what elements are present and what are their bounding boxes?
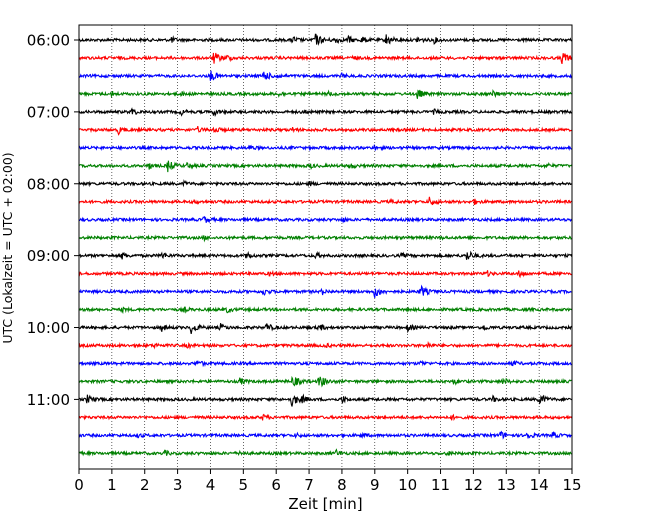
x-tick-label: 14 (530, 476, 549, 494)
seismic-trace (78, 359, 572, 368)
y-axis-label: UTC (Lokalzeit = UTC + 02:00) (0, 152, 15, 343)
y-tick-label: 10:00 (27, 319, 70, 337)
x-tick-label: 3 (173, 476, 183, 494)
plot-frame (78, 24, 573, 470)
seismic-trace (78, 70, 573, 81)
seismic-trace (78, 306, 573, 315)
x-tick-label: 5 (239, 476, 249, 494)
seismic-trace (78, 413, 573, 422)
seismic-trace (78, 284, 572, 299)
y-tick-label: 08:00 (27, 175, 70, 193)
seismic-trace (78, 33, 572, 46)
y-tick-label: 06:00 (27, 32, 70, 50)
x-tick-label: 13 (497, 476, 516, 494)
seismic-traces (78, 33, 573, 457)
y-tick-label: 07:00 (27, 103, 70, 121)
seismic-trace (78, 179, 572, 188)
x-tick-label: 15 (562, 476, 581, 494)
seismic-trace (78, 52, 573, 65)
x-tick-label: 1 (107, 476, 117, 494)
seismic-trace (78, 375, 572, 388)
vertical-grid (111, 25, 540, 469)
y-tick-label: 09:00 (27, 247, 70, 265)
seismic-trace (78, 107, 573, 117)
seismic-trace (78, 323, 572, 334)
seismic-trace (78, 393, 572, 407)
seismic-trace (78, 234, 572, 243)
seismic-trace (78, 448, 572, 457)
y-axis-ticks: 06:00 07:00 08:00 09:00 10:00 11:00 (27, 32, 79, 409)
x-tick-label: 9 (370, 476, 380, 494)
seismic-trace (78, 89, 572, 99)
x-tick-label: 7 (304, 476, 314, 494)
seismic-trace (78, 430, 572, 440)
x-axis-label: Zeit [min] (288, 495, 362, 513)
x-tick-label: 4 (206, 476, 216, 494)
x-tick-label: 12 (464, 476, 483, 494)
seismic-trace (79, 250, 573, 260)
seismic-trace (78, 269, 572, 279)
seismic-trace (78, 160, 573, 173)
seismic-trace (78, 215, 573, 224)
seismic-trace (78, 340, 573, 350)
x-tick-label: 6 (271, 476, 281, 494)
x-axis-ticks: 0 1 2 3 4 5 6 7 8 9 10 11 12 13 14 15 (74, 469, 582, 494)
x-tick-label: 10 (398, 476, 417, 494)
seismic-trace (78, 125, 572, 136)
y-tick-label: 11:00 (27, 391, 70, 409)
x-tick-label: 0 (74, 476, 84, 494)
x-tick-label: 8 (337, 476, 347, 494)
x-tick-label: 11 (431, 476, 450, 494)
seismic-trace (78, 196, 572, 206)
x-tick-label: 2 (140, 476, 150, 494)
seismic-trace (78, 143, 572, 152)
